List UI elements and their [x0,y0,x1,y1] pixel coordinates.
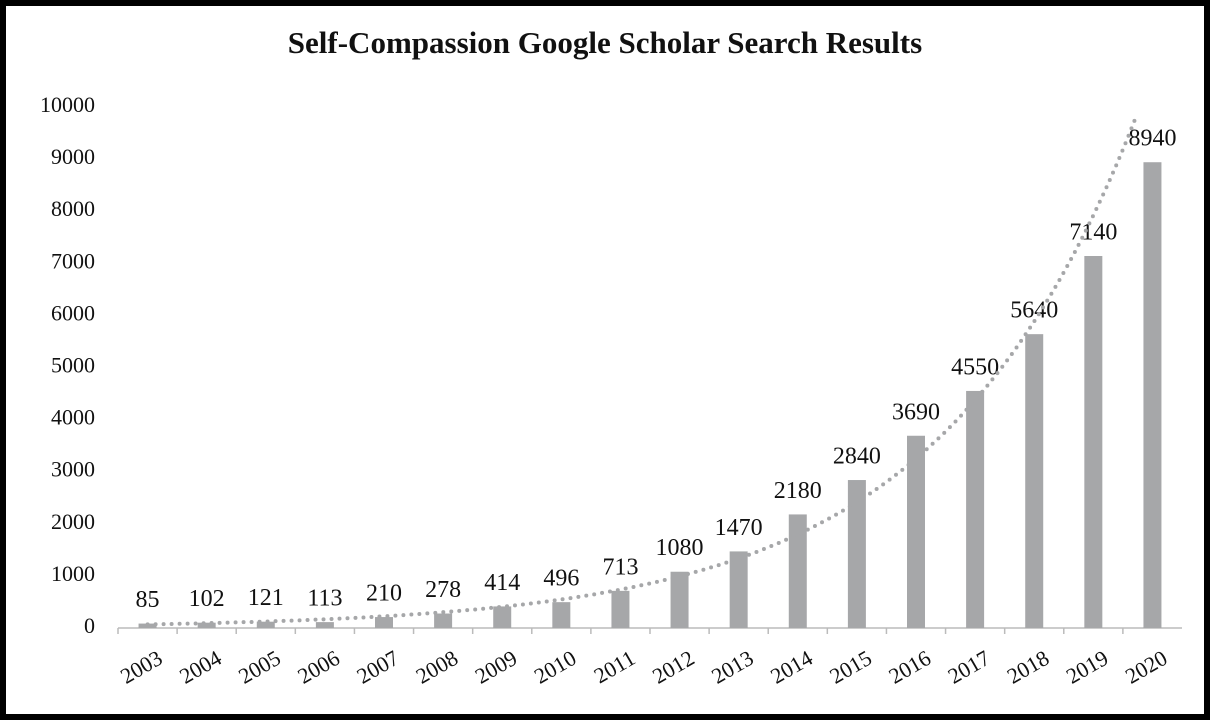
data-label: 1080 [656,535,704,561]
y-tick-label: 3000 [51,457,95,482]
bar [611,590,630,628]
bar [847,480,866,628]
bar [1025,334,1044,628]
data-label: 8940 [1128,126,1176,152]
chart-title: Self-Compassion Google Scholar Search Re… [288,25,922,60]
data-label: 113 [307,586,342,612]
bar [729,551,748,628]
data-label: 4550 [951,354,999,380]
bar [670,571,689,628]
y-tick-label: 10000 [40,92,95,117]
y-tick-label: 5000 [51,353,95,378]
data-label: 102 [189,586,225,612]
data-label: 414 [484,570,520,596]
data-label: 278 [425,577,461,603]
bar [1143,162,1162,628]
data-label: 210 [366,581,402,607]
data-label: 1470 [715,515,763,541]
bar [315,622,334,628]
y-tick-label: 7000 [51,248,95,273]
data-label: 85 [136,587,160,613]
bar [197,622,216,628]
y-tick-label: 6000 [51,300,95,325]
y-tick-label: 9000 [51,144,95,169]
bar [966,390,985,628]
data-label: 3690 [892,399,940,425]
trendline [145,118,1137,627]
bar [256,621,275,628]
data-label: 121 [248,585,284,611]
data-label: 2840 [833,444,881,470]
y-tick-label: 0 [84,613,95,638]
y-tick-label: 2000 [51,509,95,534]
bar [434,613,453,628]
bar [788,514,807,628]
data-label: 713 [602,554,638,580]
y-tick-label: 8000 [51,196,95,221]
bar [907,435,925,628]
data-label: 496 [543,566,579,592]
bar [493,606,512,628]
bar [1084,256,1103,628]
data-label: 2180 [774,478,822,504]
bar [552,602,571,628]
bar [375,617,393,628]
y-tick-label: 4000 [51,405,95,430]
data-label: 7140 [1069,220,1117,246]
y-tick-label: 1000 [51,561,95,586]
